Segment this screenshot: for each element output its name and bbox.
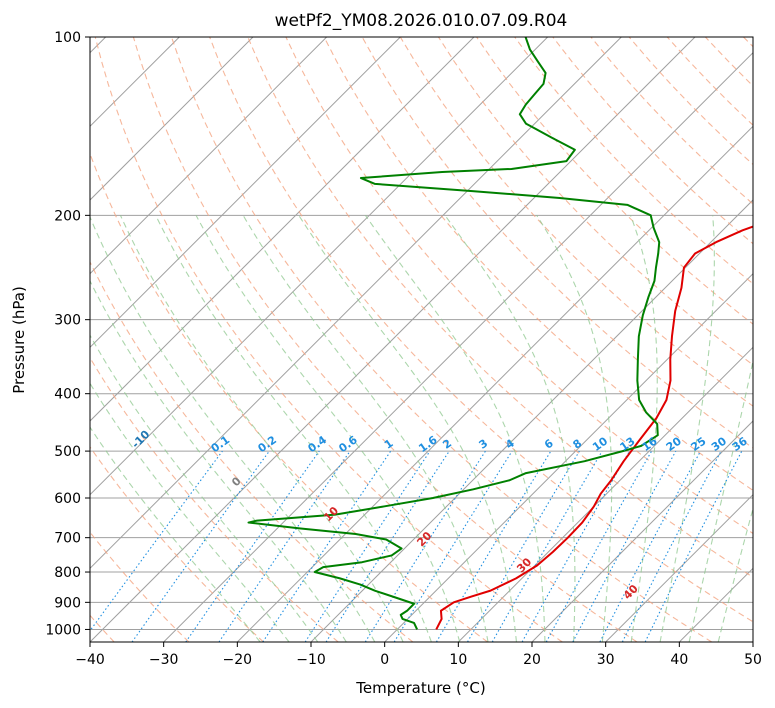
x-tick-label: −40 <box>75 652 105 668</box>
moist-adiabat-line <box>90 426 261 642</box>
moist-adiabat-line <box>444 215 576 642</box>
mixing-ratio-line <box>572 450 677 642</box>
isotherm-line <box>90 37 254 201</box>
isotherm-line <box>90 37 328 275</box>
y-tick-label: 200 <box>54 208 81 224</box>
moist-adiabat-line <box>536 215 613 642</box>
mixing-ratio-line <box>644 450 743 642</box>
dry-adiabat-line <box>476 37 753 325</box>
y-tick-label: 300 <box>54 313 81 329</box>
x-tick-label: 10 <box>449 652 467 668</box>
mixing-ratio-line <box>545 450 653 642</box>
moist-adiabat-line <box>90 279 347 642</box>
mixing-ratio-line <box>218 450 351 642</box>
x-axis-title: Temperature (°C) <box>355 679 485 697</box>
chart-title: wetPf2_YM08.2026.010.07.09.R04 <box>275 11 568 31</box>
isotherm-line <box>90 37 549 496</box>
isotherm-line <box>531 420 753 642</box>
isotherm-line <box>90 37 475 422</box>
y-tick-label: 400 <box>54 387 81 403</box>
plot-frame <box>89 36 754 643</box>
mixing-ratio-line <box>393 450 513 642</box>
moist-adiabat-line <box>90 215 376 642</box>
isotherm-line <box>384 272 753 642</box>
moist-adiabat-line <box>155 215 432 642</box>
y-axis-title: Pressure (hPa) <box>10 286 28 394</box>
plot-background <box>90 37 753 642</box>
dewpoint-profile-line <box>247 37 661 630</box>
isotherm-line <box>236 125 753 642</box>
moist-adiabat-line <box>242 215 489 642</box>
isotherm-line <box>90 37 696 642</box>
mixing-ratio-line <box>131 450 270 642</box>
isotherm-line <box>457 346 753 642</box>
dry-adiabat-line <box>247 37 753 578</box>
mixing-ratio-line <box>521 450 630 642</box>
x-tick-label: 30 <box>597 652 615 668</box>
dry-adiabat-line <box>285 37 753 535</box>
moist-adiabat-line <box>90 334 319 642</box>
dry-adiabat-line <box>90 356 339 642</box>
mixing-ratio-line <box>325 450 450 642</box>
mixing-ratio-line <box>90 450 223 632</box>
dry-adiabat-line <box>90 446 264 642</box>
moist-adiabat-line <box>659 215 715 642</box>
dry-adiabat-line <box>209 37 753 623</box>
isotherm-line <box>90 37 622 570</box>
moist-adiabat-line <box>364 215 546 642</box>
isotherm-line <box>90 37 401 349</box>
y-tick-label: 900 <box>54 595 81 611</box>
y-tick-label: 500 <box>54 444 81 460</box>
x-tick-label: 50 <box>744 652 762 668</box>
moist-adiabat-line <box>119 215 404 642</box>
mixing-ratio-line <box>185 450 320 642</box>
x-tick-label: −10 <box>296 652 326 668</box>
dry-adiabat-line <box>90 260 414 642</box>
profile-lines <box>247 37 753 630</box>
dry-adiabat-line <box>323 37 753 492</box>
axes: −40 −30 −20 −10 0 10 20 30 40 50 100 200 300 400 500 60… <box>45 30 762 668</box>
dry-adiabat-line <box>514 37 753 285</box>
dry-adiabat-line <box>94 37 563 642</box>
x-tick-label: 40 <box>670 652 688 668</box>
x-tick-label: −30 <box>149 652 179 668</box>
isotherm-line <box>752 641 753 642</box>
y-tick-label: 600 <box>54 491 81 507</box>
mixing-ratio-line <box>262 450 392 642</box>
temperature-profile-line <box>435 225 753 630</box>
y-tick-label: 700 <box>54 531 81 547</box>
moist-adiabat-line <box>195 215 461 642</box>
isotherm-line <box>163 51 753 642</box>
dry-adiabat-line <box>170 37 713 642</box>
y-tick-label: 100 <box>54 30 81 46</box>
y-tick-label: 800 <box>54 565 81 581</box>
x-tick-label: 20 <box>523 652 541 668</box>
x-tick-label: −20 <box>223 652 253 668</box>
x-tick-label: 0 <box>380 652 389 668</box>
y-tick-label: 1000 <box>45 622 81 638</box>
isotherm-line <box>605 493 753 642</box>
moist-adiabat-line <box>629 215 658 642</box>
